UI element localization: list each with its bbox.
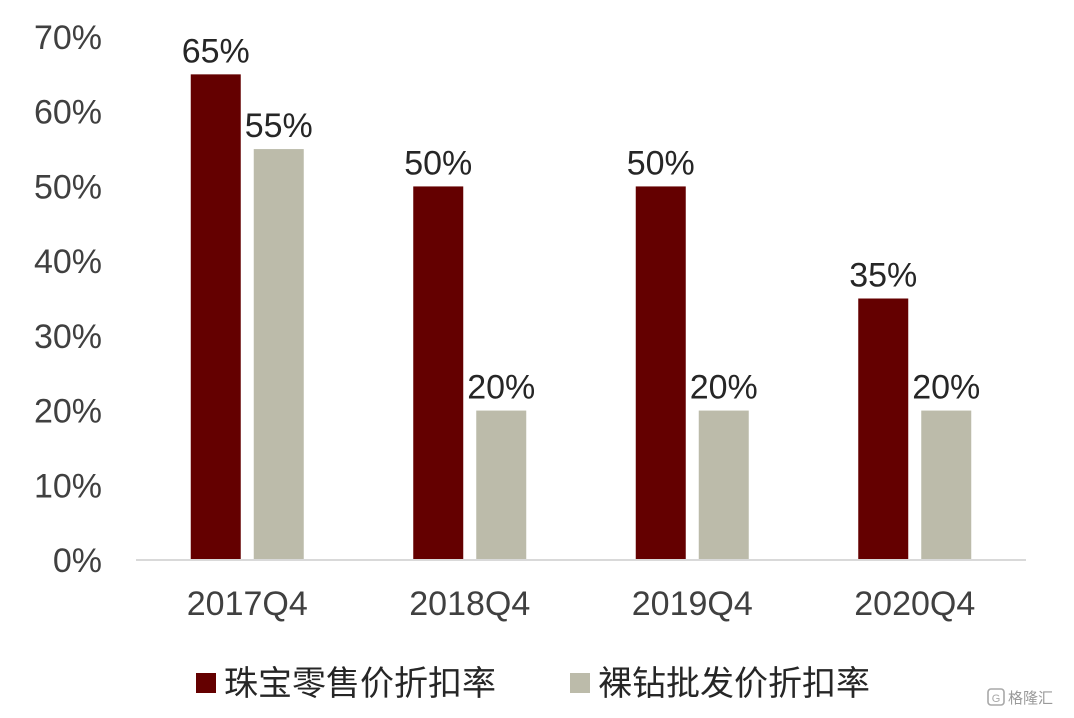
data-label: 50% bbox=[627, 144, 695, 182]
data-labels-group: 65% 55% 50% 20% 50% 20% 35% 20% bbox=[182, 32, 981, 406]
data-label: 65% bbox=[182, 32, 250, 70]
x-tick-label: 2020Q4 bbox=[854, 585, 975, 623]
legend-swatch-2 bbox=[570, 673, 590, 693]
x-tick-label: 2018Q4 bbox=[409, 585, 530, 623]
y-axis-ticks: 0% 10% 20% 30% 40% 50% 60% 70% bbox=[34, 19, 102, 580]
bar-series-2-2017Q4 bbox=[253, 149, 304, 561]
y-tick-label: 10% bbox=[34, 467, 102, 505]
y-tick-label: 60% bbox=[34, 94, 102, 132]
x-tick-label: 2019Q4 bbox=[632, 585, 753, 623]
bar-series-1-2020Q4 bbox=[858, 298, 909, 560]
watermark-text: 格隆汇 bbox=[1008, 689, 1053, 707]
x-axis-ticks: 2017Q4 2018Q4 2019Q4 2020Q4 bbox=[187, 585, 976, 623]
legend-swatch-1 bbox=[196, 673, 216, 693]
data-label: 20% bbox=[467, 369, 535, 407]
y-tick-label: 50% bbox=[34, 168, 102, 206]
data-label: 35% bbox=[849, 257, 917, 295]
data-label: 20% bbox=[690, 369, 758, 407]
bar-series-1-2019Q4 bbox=[635, 186, 686, 560]
y-tick-label: 30% bbox=[34, 318, 102, 356]
bar-series-1-2017Q4 bbox=[190, 74, 241, 560]
bars-group bbox=[190, 74, 972, 561]
y-tick-label: 70% bbox=[34, 19, 102, 57]
glh-logo-icon bbox=[987, 688, 1005, 706]
legend: 珠宝零售价折扣率 裸钻批发价折扣率 bbox=[196, 664, 870, 704]
bar-series-2-2018Q4 bbox=[476, 410, 527, 560]
bar-series-2-2019Q4 bbox=[698, 410, 749, 560]
bar-series-2-2020Q4 bbox=[921, 410, 972, 560]
legend-label-2: 裸钻批发价折扣率 bbox=[598, 664, 870, 704]
data-label: 50% bbox=[404, 144, 472, 182]
y-tick-label: 0% bbox=[53, 542, 102, 580]
watermark: G 格隆汇 bbox=[987, 688, 1053, 707]
bar-series-1-2018Q4 bbox=[413, 186, 464, 560]
x-tick-label: 2017Q4 bbox=[187, 585, 308, 623]
data-label: 20% bbox=[912, 369, 980, 407]
legend-label-1: 珠宝零售价折扣率 bbox=[224, 664, 496, 704]
y-tick-label: 40% bbox=[34, 243, 102, 281]
data-label: 55% bbox=[245, 107, 313, 145]
y-tick-label: 20% bbox=[34, 393, 102, 431]
glh-logo-icon-glyph: G bbox=[992, 693, 1001, 705]
